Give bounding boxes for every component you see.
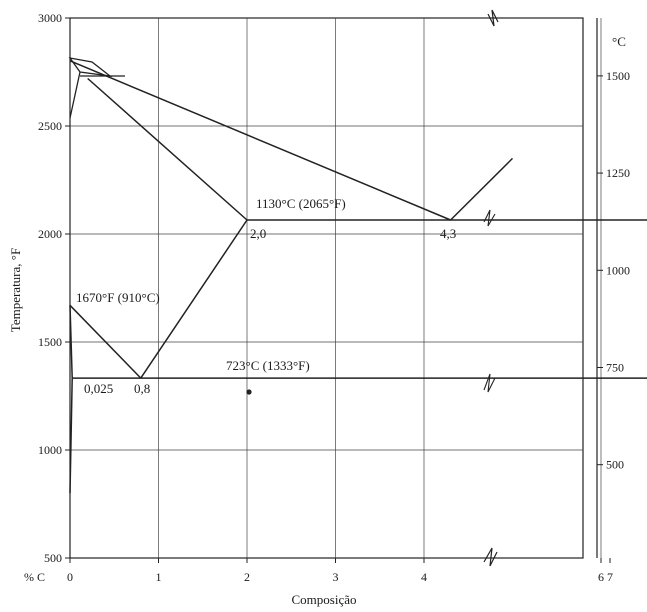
- ferrite-max-label: 0,025: [84, 381, 113, 396]
- x-tick-label: 1: [156, 570, 162, 584]
- eutectoid-comp-label: 0,8: [134, 381, 150, 396]
- eutectoid-label: 723°C (1333°F): [226, 358, 310, 373]
- phase-boundary-5: [69, 305, 73, 379]
- a3-label: 1670°F (910°C): [76, 290, 160, 305]
- y-tick-label: 2000: [38, 227, 62, 241]
- y-tick-label: 1500: [38, 335, 62, 349]
- axis-break-bottom: [483, 547, 498, 567]
- delta-region-lines: [68, 57, 113, 119]
- x-tick-label: 4: [421, 570, 427, 584]
- y2-axis-title: °C: [612, 34, 626, 49]
- y-tick-label: 2500: [38, 119, 62, 133]
- phase-boundary-4: [69, 304, 142, 379]
- y-tick-label: 1000: [38, 443, 62, 457]
- x-tick-label: 2: [244, 570, 250, 584]
- eutectic-comp-label: 4,3: [440, 226, 456, 241]
- y2-tick-label: 750: [606, 360, 624, 374]
- y2-tick-label: 1500: [606, 69, 630, 83]
- phase-boundary-6: [69, 378, 73, 494]
- x-tick-label: 3: [333, 570, 339, 584]
- y2-tick-label: 1250: [606, 166, 630, 180]
- y-axis-title: Temperatura, °F: [8, 248, 23, 332]
- y2-tick-label: 500: [606, 458, 624, 472]
- plot-frame: [69, 17, 584, 559]
- phase-boundary-0: [69, 60, 451, 221]
- x-tick-label: 6: [598, 570, 604, 584]
- phase-boundary-1: [450, 157, 514, 221]
- celsius-ticks: 500 750 1000 1250 1500: [597, 69, 630, 472]
- grid-lines: [70, 18, 602, 558]
- x-tick-label: 0: [67, 570, 73, 584]
- y2-tick-label: 1000: [606, 263, 630, 277]
- line-break-eutectic: [483, 209, 496, 227]
- eutectic-label: 1130°C (2065°F): [256, 196, 346, 211]
- fahrenheit-ticks: 500 1000 1500 2000 2500 3000: [38, 11, 70, 565]
- carbon-prefix: % C: [24, 570, 45, 584]
- axis-break-top: [487, 9, 499, 27]
- phase-boundary-2: [87, 77, 248, 221]
- phase-boundary-3: [140, 219, 248, 379]
- line-break-eutectoid: [483, 373, 496, 393]
- y-tick-label: 500: [44, 551, 62, 565]
- austenite-max-label: 2,0: [250, 226, 266, 241]
- x-tick-label: 7: [607, 570, 613, 584]
- x-axis-title: Composição: [292, 592, 357, 607]
- phase-boundaries: [69, 60, 647, 494]
- point-marker: [246, 389, 252, 395]
- y-tick-label: 3000: [38, 11, 62, 25]
